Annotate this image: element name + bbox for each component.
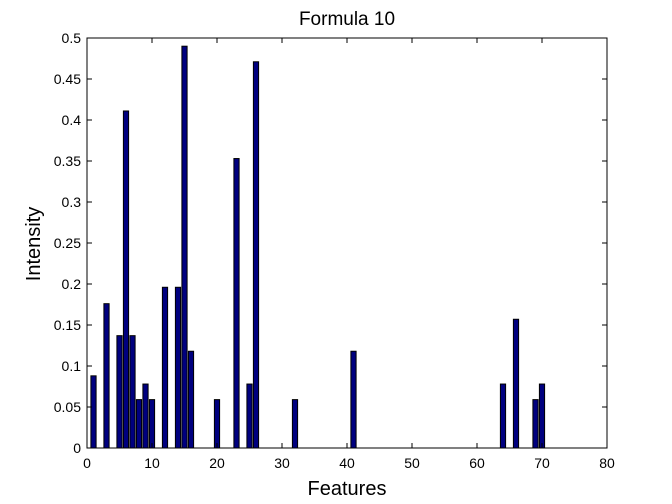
y-tick-label: 0.4: [62, 112, 82, 128]
bar-feature-41: [350, 350, 357, 449]
x-tick-label: 20: [209, 455, 225, 471]
y-tick-label: 0: [73, 440, 81, 456]
bar-feature-70: [538, 383, 546, 449]
y-axis-title: Intensity: [23, 207, 45, 281]
x-tick-label: 0: [83, 455, 91, 471]
y-tick-label: 0.15: [54, 317, 81, 333]
bar-feature-7: [129, 335, 136, 449]
bar-feature-6: [122, 110, 130, 449]
bar-feature-3: [103, 303, 110, 449]
y-tick-label: 0.3: [62, 194, 82, 210]
bar-series: [90, 45, 546, 449]
y-tick-label: 0.25: [54, 235, 81, 251]
y-tick-label: 0.35: [54, 153, 81, 169]
x-tick-label: 10: [144, 455, 160, 471]
bar-feature-26: [252, 61, 260, 449]
bar-feature-9: [142, 383, 149, 449]
y-tick-label: 0.45: [54, 71, 81, 87]
x-tick-label: 40: [339, 455, 355, 471]
bar-feature-15: [181, 45, 188, 449]
bar-feature-25: [246, 383, 253, 449]
x-tick-label: 70: [534, 455, 550, 471]
bar-feature-66: [512, 318, 520, 449]
bar-feature-5: [116, 335, 123, 449]
bar-feature-14: [174, 286, 182, 449]
plot-area-frame: [86, 37, 608, 449]
bar-feature-1: [90, 375, 97, 449]
x-tick-label: 50: [404, 455, 420, 471]
bar-feature-12: [161, 286, 169, 449]
y-tick-label: 0.2: [62, 276, 82, 292]
y-tick-label: 0.5: [62, 30, 82, 46]
bar-feature-8: [135, 399, 143, 449]
bar-feature-20: [213, 399, 221, 449]
bar-feature-23: [233, 158, 240, 449]
bar-feature-32: [291, 399, 299, 449]
bar-feature-10: [148, 399, 156, 449]
y-axis-ticks: 0 0.05 0.1 0.15 0.2 0.25 0.3 0.35 0.4 0.45 0.5: [54, 30, 607, 456]
bar-feature-16: [187, 350, 195, 449]
x-tick-label: 80: [599, 455, 615, 471]
y-tick-label: 0.05: [54, 399, 81, 415]
bar-feature-69: [532, 399, 539, 449]
chart-title: Formula 10: [299, 9, 395, 30]
x-axis-title: Features: [308, 478, 387, 500]
bar-feature-64: [499, 383, 507, 449]
y-tick-label: 0.1: [62, 358, 82, 374]
x-tick-label: 60: [469, 455, 485, 471]
x-tick-label: 30: [274, 455, 290, 471]
x-axis-ticks: 0 10 20 30 40 50 60 70 80: [83, 38, 615, 471]
